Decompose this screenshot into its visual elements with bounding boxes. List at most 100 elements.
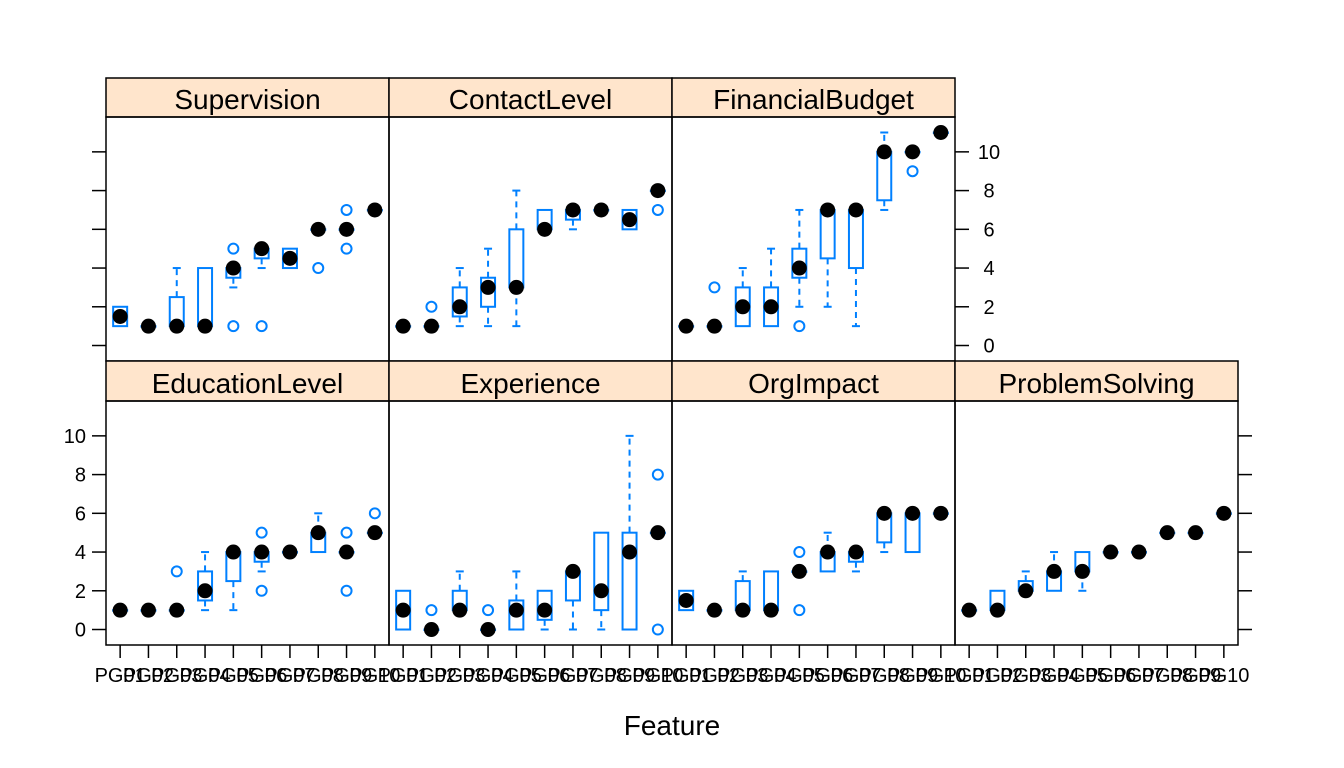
median-dot: [876, 144, 892, 160]
x-tick-label: PG04: [1028, 665, 1079, 687]
y-tick-label: 6: [75, 503, 86, 525]
x-tick-label: PG06: [802, 665, 853, 687]
iqr-box: [536, 589, 553, 621]
box-FinancialBudget-PG09: [904, 144, 921, 178]
x-tick-label: PG07: [1113, 665, 1164, 687]
x-tick-label: PG04: [179, 665, 230, 687]
iqr-box: [197, 267, 214, 328]
x-tick-label: PG09: [604, 665, 655, 687]
iqr-box: [197, 570, 214, 602]
x-tick-label: PG03: [1000, 665, 1051, 687]
box-OrgImpact-PG01: [678, 589, 695, 612]
median-dot: [508, 602, 524, 618]
iqr-box: [621, 531, 638, 631]
box-FinancialBudget-PG05: [791, 208, 808, 333]
x-tick-label: PG08: [859, 665, 910, 687]
median-dot: [169, 318, 185, 334]
outlier-point: [651, 468, 664, 481]
median-dot: [1216, 505, 1232, 521]
iqr-box: [451, 286, 468, 318]
median-dot: [254, 544, 270, 560]
median-dot: [622, 212, 638, 228]
iqr-box: [593, 531, 610, 612]
median-dot: [339, 221, 355, 237]
median-dot: [367, 202, 383, 218]
box-Experience-PG03: [451, 570, 468, 618]
x-tick-label: PG02: [972, 665, 1023, 687]
median-dot: [735, 299, 751, 315]
panel-Supervision: Supervision: [105, 77, 390, 362]
box-Supervision-PG05: [225, 242, 242, 333]
box-OrgImpact-PG03: [734, 570, 751, 618]
median-dot: [225, 544, 241, 560]
box-ContactLevel-PG04: [480, 247, 497, 328]
x-tick-label: PG01: [95, 665, 146, 687]
panels-layer: Supervision ContactLevel FinancialBudget Ed…: [105, 77, 1239, 646]
x-tick-label: PG09: [1170, 665, 1221, 687]
box-ContactLevel-PG03: [451, 267, 468, 328]
box-EducationLevel-PG07: [281, 544, 298, 560]
median-dot: [876, 505, 892, 521]
box-Experience-PG08: [593, 531, 610, 631]
outlier-point: [340, 526, 353, 539]
box-Supervision-PG07: [281, 247, 298, 270]
box-OrgImpact-PG06: [819, 531, 836, 573]
box-ProblemSolving-PG04: [1046, 551, 1063, 592]
y-tick-label: 0: [983, 336, 994, 358]
median-dot: [310, 221, 326, 237]
iqr-box: [480, 276, 497, 308]
x-tick-label: PG04: [745, 665, 796, 687]
x-tick-label: PG10: [349, 665, 400, 687]
median-dot: [197, 318, 213, 334]
median-dot: [791, 563, 807, 579]
box-OrgImpact-PG10: [932, 505, 949, 521]
x-tick-label: PG07: [830, 665, 881, 687]
box-ProblemSolving-PG09: [1187, 525, 1204, 541]
y-tick-label: 0: [75, 620, 86, 642]
x-tick-label: PG06: [1085, 665, 1136, 687]
x-tick-label: PG03: [151, 665, 202, 687]
panel-FinancialBudget: FinancialBudget: [671, 77, 956, 362]
median-dot: [820, 202, 836, 218]
median-dot: [650, 183, 666, 199]
panel-ProblemSolving: ProblemSolving: [954, 360, 1239, 646]
outlier-point: [651, 203, 664, 216]
box-ProblemSolving-PG05: [1074, 551, 1091, 592]
median-dot: [848, 544, 864, 560]
outlier-point: [227, 320, 240, 333]
box-FinancialBudget-PG10: [932, 124, 949, 140]
outlier-point: [425, 604, 438, 617]
outlier-point: [312, 262, 325, 275]
median-dot: [650, 525, 666, 541]
box-OrgImpact-PG02: [706, 602, 723, 618]
x-tick-label: PG07: [547, 665, 598, 687]
box-ProblemSolving-PG02: [989, 589, 1006, 618]
median-dot: [254, 241, 270, 257]
median-dot: [310, 525, 326, 541]
box-OrgImpact-PG04: [763, 570, 780, 618]
x-tick-label: PG02: [123, 665, 174, 687]
strip-ProblemSolving: [954, 360, 1239, 402]
x-tick-label: PG02: [689, 665, 740, 687]
strip-label-ContactLevel: ContactLevel: [449, 84, 612, 115]
box-OrgImpact-PG05: [791, 546, 808, 617]
median-dot: [537, 221, 553, 237]
axes-layer: 02468100246810PG01PG02PG03PG04PG05PG06PG…: [64, 142, 1252, 687]
y-tick-label: 2: [75, 581, 86, 603]
box-EducationLevel-PG10: [366, 507, 383, 541]
y-tick-label: 4: [75, 542, 86, 564]
x-tick-label: PG06: [236, 665, 287, 687]
y-tick-label: 8: [983, 181, 994, 203]
x-tick-label: PG01: [661, 665, 712, 687]
x-tick-label: PG09: [887, 665, 938, 687]
median-dot: [423, 622, 439, 638]
box-OrgImpact-PG07: [847, 544, 864, 573]
box-EducationLevel-PG03: [168, 565, 185, 618]
x-tick-label: PG08: [1142, 665, 1193, 687]
iqr-box: [791, 247, 808, 279]
median-dot: [282, 250, 298, 266]
strip-label-ProblemSolving: ProblemSolving: [998, 368, 1194, 399]
strip-label-OrgImpact: OrgImpact: [748, 368, 879, 399]
x-tick-label: PG05: [1057, 665, 1108, 687]
